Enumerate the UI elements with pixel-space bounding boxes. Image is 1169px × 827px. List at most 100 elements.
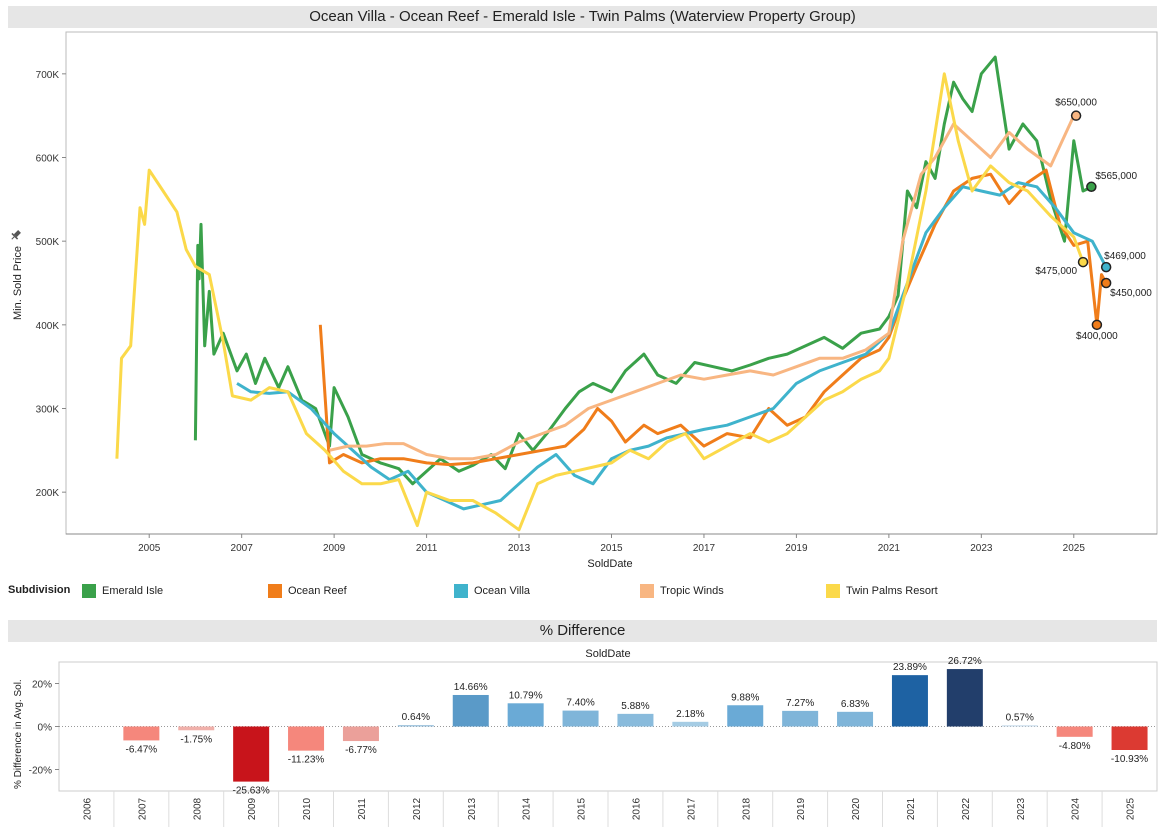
diff-bar[interactable] [342,726,379,742]
end-point-label: $400,000 [1076,331,1118,342]
legend-label: Ocean Reef [288,585,347,597]
diff-x-tick-label: 2023 [1016,797,1027,820]
diff-bar-label: 23.89% [893,662,927,673]
end-point-marker[interactable] [1070,110,1082,121]
diff-bar-label: 9.88% [731,692,759,703]
diff-y-tick-label: 0% [38,723,53,734]
legend-swatch [268,584,282,598]
diff-bar[interactable] [1001,725,1038,727]
diff-bar[interactable] [507,703,544,727]
legend-label: Twin Palms Resort [846,585,938,597]
end-point-label: $469,000 [1104,251,1146,262]
diff-x-tick-label: 2019 [796,797,807,820]
legend-item-twin-palms-resort[interactable]: Twin Palms Resort [826,582,938,600]
legend-label: Emerald Isle [102,585,164,597]
x-axis-label: SoldDate [587,558,632,570]
diff-bar-label: -4.80% [1059,741,1091,752]
diff-x-tick-label: 2016 [631,797,642,820]
diff-bar[interactable] [452,694,489,727]
plot-area [65,31,1158,535]
legend-item-ocean-villa[interactable]: Ocean Villa [454,582,530,600]
diff-bar[interactable] [1056,726,1093,737]
diff-bar-label: 5.88% [621,701,649,712]
main-line-chart: Min. Sold Price SoldDate 200K 300K 400K 500… [9,31,1158,570]
legend-label: Tropic Winds [660,585,724,597]
legend: Subdivision Emerald Isle Ocean Reef Ocean … [8,582,1158,602]
x-tick-label: 2019 [785,543,808,554]
end-point-marker[interactable] [1086,181,1097,193]
diff-y-tick-label: 20% [32,680,52,691]
legend-label: Ocean Villa [474,585,531,597]
diff-bar-label: 14.66% [454,682,488,693]
diff-bar-label: -6.47% [126,744,158,755]
x-tick-label: 2005 [138,543,161,554]
diff-bar[interactable] [782,710,819,727]
y-tick-label: 600K [36,154,60,165]
diff-x-tick-label: 2017 [686,797,697,820]
diff-x-tick-label: 2018 [741,797,752,820]
end-point-marker[interactable] [1100,277,1112,289]
legend-swatch [640,584,654,598]
diff-bar[interactable] [288,726,325,751]
end-point-label: $565,000 [1095,171,1137,182]
y-tick-label: 300K [36,405,60,416]
legend-title: Subdivision [8,584,71,596]
diff-bar-label: -1.75% [180,734,212,745]
y-tick-label: 500K [36,237,60,248]
diff-bar[interactable] [397,725,434,727]
x-tick-label: 2015 [600,543,623,554]
diff-bar-label: 26.72% [948,656,982,667]
diff-bar[interactable] [233,726,270,782]
diff-x-tick-label: 2012 [412,797,423,820]
series-line-emerald-isle[interactable] [193,55,1093,486]
diff-bar[interactable] [727,705,764,727]
y-axis-label: Min. Sold Price [12,246,24,320]
end-point-marker[interactable] [1091,319,1103,331]
series-line-ocean-reef[interactable] [318,168,1108,467]
diff-x-tick-label: 2013 [467,797,478,820]
end-point-marker[interactable] [1100,261,1112,273]
diff-bar[interactable] [1111,726,1148,750]
main-chart-title: Ocean Villa - Ocean Reef - Emerald Isle … [8,6,1157,28]
diff-bar-label: 2.18% [676,709,704,720]
diff-bar-label: -6.77% [345,745,377,756]
x-tick-label: 2023 [970,543,993,554]
diff-bar[interactable] [562,710,599,727]
diff-bar[interactable] [672,721,709,727]
diff-y-tick-label: -20% [29,766,52,777]
diff-bar[interactable] [891,675,928,727]
end-point-label: $475,000 [1035,266,1077,277]
end-point-label: $650,000 [1055,98,1097,109]
y-tick-label: 400K [36,321,60,332]
end-point-marker[interactable] [1077,256,1089,268]
diff-bar[interactable] [617,713,654,727]
legend-item-tropic-winds[interactable]: Tropic Winds [640,582,724,600]
legend-item-ocean-reef[interactable]: Ocean Reef [268,582,347,600]
diff-bar[interactable] [837,711,874,727]
x-tick-label: 2017 [693,543,716,554]
diff-bar-label: 7.27% [786,698,814,709]
y-tick-label: 200K [36,488,60,499]
diff-x-tick-label: 2009 [247,797,258,820]
x-tick-label: 2021 [878,543,901,554]
x-tick-label: 2009 [323,543,346,554]
legend-swatch [454,584,468,598]
diff-chart-title: % Difference [8,620,1157,642]
diff-bar-label: 0.57% [1006,712,1034,723]
diff-x-tick-label: 2007 [137,797,148,820]
diff-bar[interactable] [946,669,983,727]
pin-icon[interactable] [9,229,22,242]
x-tick-label: 2013 [508,543,531,554]
diff-bar[interactable] [123,726,160,741]
diff-bar-label: -25.63% [233,786,270,797]
diff-y-axis-label: % Difference in Avg. Sol. [13,679,24,789]
diff-x-tick-label: 2025 [1126,797,1137,820]
legend-swatch [826,584,840,598]
diff-x-tick-label: 2024 [1071,797,1082,820]
series-line-twin-palms-resort[interactable] [115,72,1085,532]
legend-item-emerald-isle[interactable]: Emerald Isle [82,582,163,600]
diff-bar[interactable] [178,726,215,731]
end-point-label: $450,000 [1110,288,1152,299]
x-tick-label: 2007 [231,543,254,554]
diff-x-tick-label: 2006 [82,797,93,820]
